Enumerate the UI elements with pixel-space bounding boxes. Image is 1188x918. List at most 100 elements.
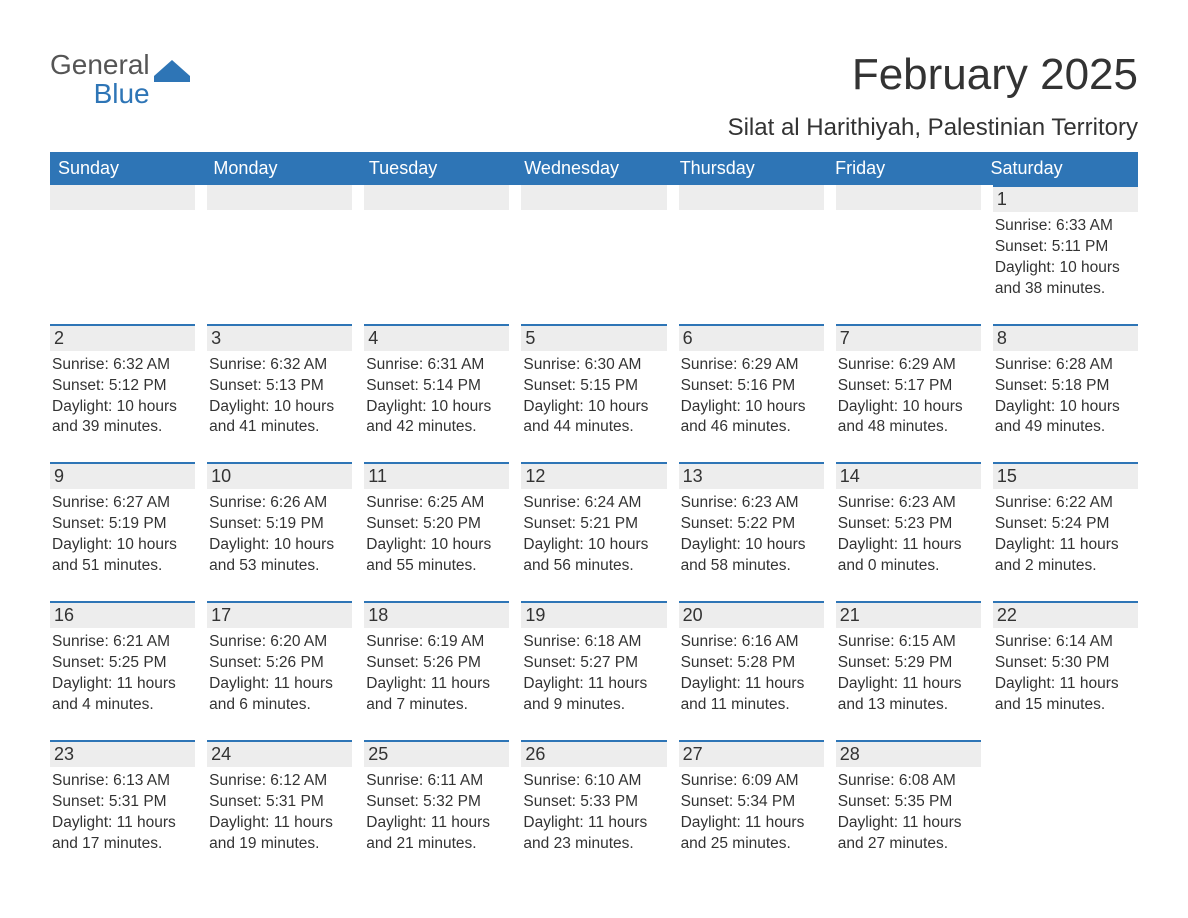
day-number: 19 [521,601,666,628]
sunrise-text: Sunrise: 6:12 AM [209,771,350,792]
daylight-line2: and 49 minutes. [995,417,1136,438]
sunrise-text: Sunrise: 6:22 AM [995,493,1136,514]
daylight-line2: and 53 minutes. [209,556,350,577]
day-info: Sunrise: 6:16 AMSunset: 5:28 PMDaylight:… [679,632,824,716]
sunset-text: Sunset: 5:23 PM [838,514,979,535]
daylight-line1: Daylight: 11 hours [209,813,350,834]
day-info: Sunrise: 6:24 AMSunset: 5:21 PMDaylight:… [521,493,666,577]
daylight-line1: Daylight: 10 hours [52,535,193,556]
daylight-line2: and 21 minutes. [366,834,507,855]
daylight-line1: Daylight: 10 hours [995,258,1136,279]
sunrise-text: Sunrise: 6:14 AM [995,632,1136,653]
sunset-text: Sunset: 5:31 PM [209,792,350,813]
sunset-text: Sunset: 5:17 PM [838,376,979,397]
sunset-text: Sunset: 5:20 PM [366,514,507,535]
sunrise-text: Sunrise: 6:09 AM [681,771,822,792]
day-cell: 22 Sunrise: 6:14 AMSunset: 5:30 PMDayligh… [987,601,1138,716]
daylight-line1: Daylight: 11 hours [681,813,822,834]
weeks-container: 1Sunrise: 6:33 AMSunset: 5:11 PMDaylight… [50,185,1138,854]
day-info: Sunrise: 6:29 AMSunset: 5:17 PMDaylight:… [836,355,981,439]
calendar: Sunday Monday Tuesday Wednesday Thursday… [50,152,1138,854]
sunrise-text: Sunrise: 6:15 AM [838,632,979,653]
sunrise-text: Sunrise: 6:23 AM [681,493,822,514]
daylight-line1: Daylight: 10 hours [681,535,822,556]
dow-tuesday: Tuesday [361,152,516,185]
sunset-text: Sunset: 5:30 PM [995,653,1136,674]
day-info: Sunrise: 6:10 AMSunset: 5:33 PMDaylight:… [521,771,666,855]
day-cell: 25Sunrise: 6:11 AMSunset: 5:32 PMDayligh… [358,740,515,855]
daylight-line2: and 39 minutes. [52,417,193,438]
day-number: 4 [364,324,509,351]
day-number: 28 [836,740,981,767]
day-cell-empty [830,185,987,300]
sunset-text: Sunset: 5:13 PM [209,376,350,397]
sunset-text: Sunset: 5:16 PM [681,376,822,397]
day-cell: 19Sunrise: 6:18 AMSunset: 5:27 PMDayligh… [515,601,672,716]
daylight-line1: Daylight: 10 hours [681,397,822,418]
sunset-text: Sunset: 5:32 PM [366,792,507,813]
sunrise-text: Sunrise: 6:33 AM [995,216,1136,237]
sunrise-text: Sunrise: 6:24 AM [523,493,664,514]
daylight-line2: and 6 minutes. [209,695,350,716]
day-cell: 5Sunrise: 6:30 AMSunset: 5:15 PMDaylight… [515,324,672,439]
day-info: Sunrise: 6:08 AMSunset: 5:35 PMDaylight:… [836,771,981,855]
daylight-line1: Daylight: 11 hours [838,813,979,834]
sunrise-text: Sunrise: 6:19 AM [366,632,507,653]
daylight-line1: Daylight: 11 hours [523,674,664,695]
day-cell: 6Sunrise: 6:29 AMSunset: 5:16 PMDaylight… [673,324,830,439]
day-cell: 10Sunrise: 6:26 AMSunset: 5:19 PMDayligh… [201,462,358,577]
sunset-text: Sunset: 5:19 PM [209,514,350,535]
daylight-line1: Daylight: 10 hours [52,397,193,418]
day-number: 22 [993,601,1138,628]
sunrise-text: Sunrise: 6:23 AM [838,493,979,514]
dow-saturday: Saturday [983,152,1138,185]
sunrise-text: Sunrise: 6:11 AM [366,771,507,792]
day-info: Sunrise: 6:13 AMSunset: 5:31 PMDaylight:… [50,771,195,855]
sunset-text: Sunset: 5:26 PM [209,653,350,674]
sunrise-text: Sunrise: 6:08 AM [838,771,979,792]
location-subtitle: Silat al Harithiyah, Palestinian Territo… [728,114,1138,142]
header: General Blue February 2025 Silat al Hari… [50,50,1138,142]
day-number [836,185,981,210]
daylight-line2: and 7 minutes. [366,695,507,716]
day-number: 2 [50,324,195,351]
daylight-line1: Daylight: 11 hours [838,535,979,556]
sunset-text: Sunset: 5:12 PM [52,376,193,397]
day-number: 24 [207,740,352,767]
daylight-line2: and 13 minutes. [838,695,979,716]
day-number: 7 [836,324,981,351]
sunrise-text: Sunrise: 6:25 AM [366,493,507,514]
daylight-line1: Daylight: 10 hours [209,535,350,556]
daylight-line2: and 48 minutes. [838,417,979,438]
sunset-text: Sunset: 5:18 PM [995,376,1136,397]
day-number: 6 [679,324,824,351]
day-number [207,185,352,210]
sunrise-text: Sunrise: 6:31 AM [366,355,507,376]
sunrise-text: Sunrise: 6:28 AM [995,355,1136,376]
logo-word-blue: Blue [50,79,150,108]
day-cell: 24 Sunrise: 6:12 AMSunset: 5:31 PMDayligh… [201,740,358,855]
daylight-line2: and 58 minutes. [681,556,822,577]
day-info: Sunrise: 6:11 AMSunset: 5:32 PMDaylight:… [364,771,509,855]
daylight-line2: and 56 minutes. [523,556,664,577]
day-info: Sunrise: 6:22 AMSunset: 5:24 PMDaylight:… [993,493,1138,577]
week-row: 9Sunrise: 6:27 AMSunset: 5:19 PMDaylight… [50,462,1138,577]
sunrise-text: Sunrise: 6:21 AM [52,632,193,653]
week-row: 1Sunrise: 6:33 AMSunset: 5:11 PMDaylight… [50,185,1138,300]
day-cell: 12Sunrise: 6:24 AMSunset: 5:21 PMDayligh… [515,462,672,577]
sunset-text: Sunset: 5:25 PM [52,653,193,674]
day-number: 23 [50,740,195,767]
daylight-line1: Daylight: 11 hours [52,813,193,834]
daylight-line1: Daylight: 10 hours [523,397,664,418]
day-info: Sunrise: 6:30 AMSunset: 5:15 PMDaylight:… [521,355,666,439]
daylight-line1: Daylight: 10 hours [995,397,1136,418]
week-row: 16Sunrise: 6:21 AMSunset: 5:25 PMDayligh… [50,601,1138,716]
daylight-line1: Daylight: 11 hours [995,674,1136,695]
sunset-text: Sunset: 5:11 PM [995,237,1136,258]
sunset-text: Sunset: 5:22 PM [681,514,822,535]
daylight-line2: and 44 minutes. [523,417,664,438]
dow-sunday: Sunday [50,152,205,185]
week-row: 2Sunrise: 6:32 AMSunset: 5:12 PMDaylight… [50,324,1138,439]
day-info: Sunrise: 6:20 AMSunset: 5:26 PMDaylight:… [207,632,352,716]
day-cell: 11Sunrise: 6:25 AMSunset: 5:20 PMDayligh… [358,462,515,577]
